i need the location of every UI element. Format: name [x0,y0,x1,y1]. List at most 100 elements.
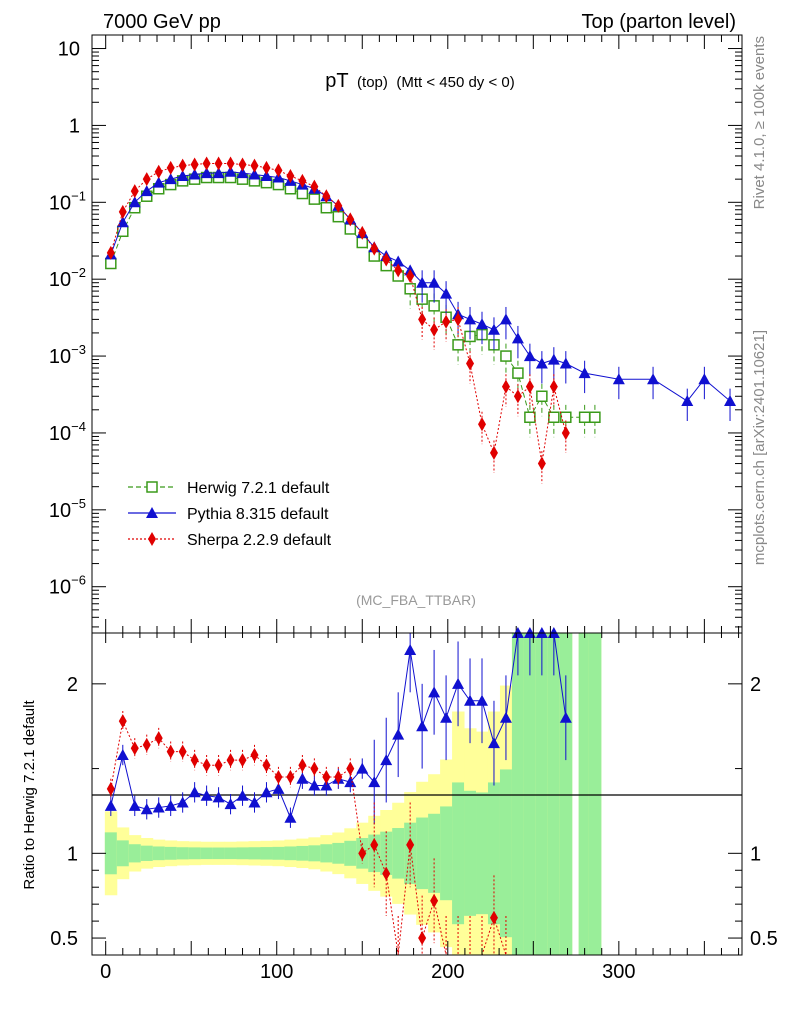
y-tick-label-ratio: 1 [67,843,78,865]
band-1sigma [164,846,178,860]
ratio-point [418,931,427,946]
data-point [440,287,453,299]
ratio-point [140,803,153,815]
data-point [454,312,463,327]
data-point [523,350,536,362]
ratio-point [487,737,500,749]
data-point [310,179,319,194]
ratio-point [190,753,199,768]
data-point [130,184,139,199]
data-point [236,167,249,179]
ratio-point [370,837,379,852]
ratio-point [499,711,512,723]
data-point [589,411,601,424]
data-point [418,312,427,327]
band-1sigma [559,633,573,955]
band-1sigma [535,633,549,955]
data-point [154,164,163,179]
ratio-point [489,910,498,925]
band-1sigma [578,633,592,955]
ratio-point [430,893,439,908]
data-point [106,245,115,260]
band-1sigma [236,847,250,860]
band-1sigma [116,840,130,867]
plot-title-sub2: (Mtt < 450 dy < 0) [396,74,514,91]
ratio-point [346,761,355,776]
data-point [346,212,355,227]
band-1sigma [248,847,261,860]
plot-title-sub1: (top) [357,74,388,91]
ratio-point [308,779,321,791]
legend-label: Sherpa 2.2.9 default [187,532,332,549]
legend: Herwig 7.2.1 default Pythia 8.315 default… [128,480,332,549]
ratio-point [559,711,572,723]
band-1sigma [104,832,118,875]
data-point [681,395,694,407]
data-point [334,198,343,213]
plot-title-main: pT [325,70,348,92]
band-1sigma [188,847,202,860]
data-point [464,313,477,325]
data-point [238,157,247,172]
ratio-point [130,741,139,756]
data-point [214,156,223,171]
data-point [202,156,211,171]
ratio-point [226,753,235,768]
ratio-point [358,846,367,861]
x-tick-label: 300 [602,961,635,983]
data-point [559,357,572,369]
ratio-point [164,799,177,811]
data-point [525,379,534,394]
data-point [296,187,309,200]
ratio-point [356,762,369,774]
data-point [394,263,403,278]
ratio-point [296,772,309,784]
ratio-point [152,801,165,813]
data-point [274,163,283,178]
data-point [578,411,591,424]
band-1sigma [547,633,561,955]
band-1sigma [487,782,501,925]
rivet-label: Rivet 4.1.0, ≥ 100k events [751,36,768,209]
y-tick-label: 10−6 [49,573,86,599]
legend-label: Herwig 7.2.1 default [187,480,330,497]
ratio-point [248,796,261,808]
data-point [392,255,405,267]
band-1sigma [212,847,226,860]
ratio-point [286,770,295,785]
ratio-point [464,694,477,706]
analysis-label: (MC_FBA_TTBAR) [356,592,476,608]
ratio-point [392,728,405,740]
data-point [200,167,213,179]
legend-marker [148,532,156,546]
source-label: mcplots.cern.ch [arXiv:2401.10621] [751,330,768,565]
ratio-point [404,643,417,655]
ratio-frame [91,632,743,956]
y-tick-label-ratio-right: 0.5 [750,928,778,950]
data-point [561,425,570,440]
data-point [466,356,475,371]
y-tick-label-ratio: 0.5 [50,928,78,950]
data-point [190,157,199,172]
header-left: 7000 GeV pp [103,11,221,33]
ratio-point [440,711,453,723]
plot-title: pT (top) (Mtt < 450 dy < 0) [325,70,514,92]
data-point [500,350,512,362]
ratio-point [106,781,115,796]
ratio-point [200,789,213,801]
data-point [105,257,117,270]
band-1sigma [272,846,285,860]
y-tick-label: 10−5 [49,496,86,522]
data-point [298,173,307,188]
y-tick-label: 10−4 [49,419,86,445]
data-point [478,417,486,432]
data-point [476,318,488,330]
data-point [176,169,189,181]
band-1sigma [140,845,154,861]
data-point [142,172,151,187]
data-point [166,160,175,175]
data-point [487,323,500,335]
data-point [537,456,546,471]
y-tick-label: 10−3 [49,342,86,368]
data-point [224,165,237,177]
